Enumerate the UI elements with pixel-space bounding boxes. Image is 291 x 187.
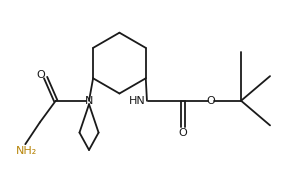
Text: O: O — [36, 70, 45, 80]
Text: N: N — [85, 96, 93, 106]
Text: HN: HN — [129, 96, 146, 106]
Text: O: O — [206, 96, 215, 106]
Text: NH₂: NH₂ — [16, 145, 37, 156]
Text: O: O — [179, 128, 187, 138]
